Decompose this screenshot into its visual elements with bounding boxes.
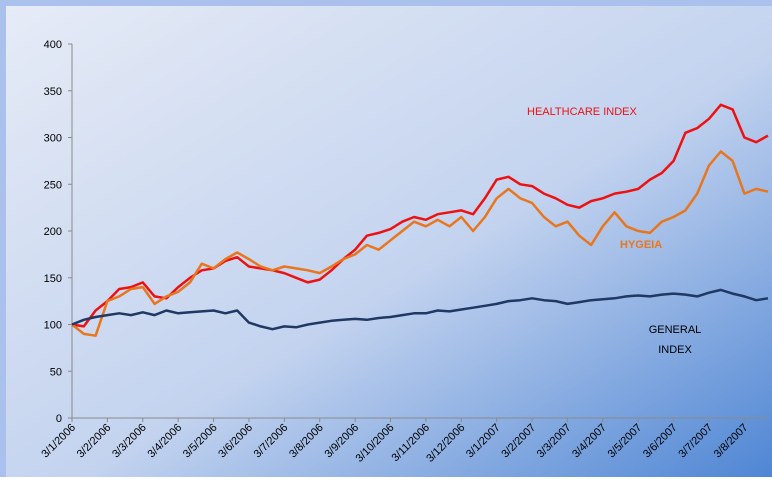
y-tick-label: 0 <box>56 413 62 425</box>
y-tick-label: 300 <box>44 133 62 145</box>
series-label: HEALTHCARE INDEX <box>527 106 637 118</box>
y-tick-label: 150 <box>44 273 62 285</box>
series-line <box>71 288 769 331</box>
y-tick-label: 350 <box>44 86 62 98</box>
series-line <box>71 150 769 337</box>
y-tick-label: 100 <box>44 320 62 332</box>
series-label: GENERAL <box>649 324 702 336</box>
y-tick-label: 200 <box>44 226 62 238</box>
series-label: HYGEIA <box>620 239 662 251</box>
series-line <box>71 103 769 328</box>
y-tick-label: 250 <box>44 179 62 191</box>
series-label: INDEX <box>658 344 692 356</box>
y-tick-label: 400 <box>44 39 62 51</box>
y-tick-label: 50 <box>50 366 62 378</box>
